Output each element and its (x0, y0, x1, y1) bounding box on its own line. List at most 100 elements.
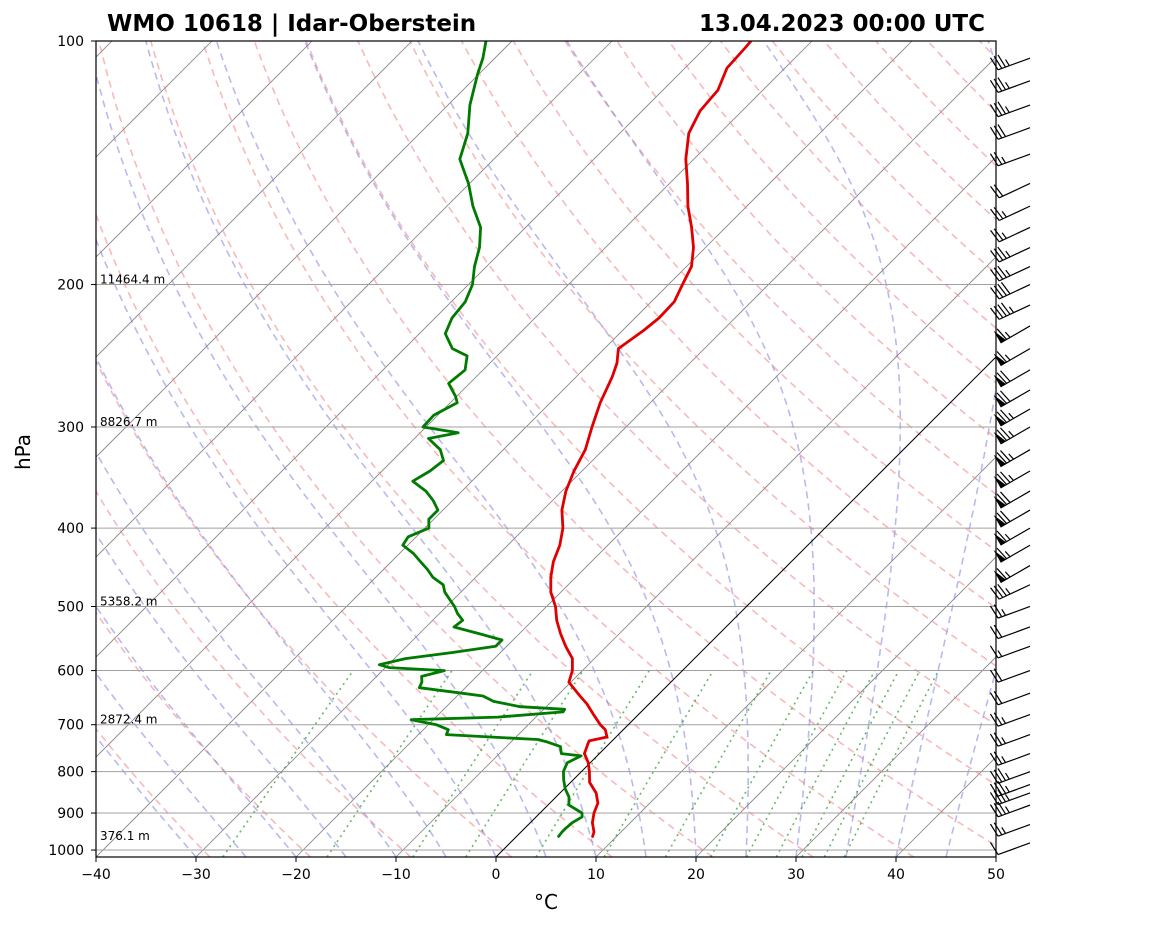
wind-barb-feather (997, 304, 1007, 317)
wind-barb-flag (993, 330, 1006, 343)
mixing-ratio-line (326, 670, 453, 857)
chart-title-left: WMO 10618 | Idar-Oberstein (107, 11, 476, 37)
wind-barb (993, 490, 1031, 509)
wind-barb-staff (1000, 449, 1031, 468)
wind-barb-staff (1000, 389, 1031, 408)
wind-barb-staff (1000, 509, 1031, 528)
height-label: 376.1 m (100, 829, 150, 843)
moist-adiabat-line (96, 450, 397, 857)
wind-barb-feather (993, 102, 1003, 116)
dry-adiabat-line (96, 611, 311, 857)
wind-barb-feather (997, 77, 1007, 91)
wind-barb-feather (1000, 409, 1011, 421)
isobar-gridlines (96, 41, 996, 851)
wind-barb-feather (989, 104, 999, 118)
x-tick-label: 30 (787, 867, 805, 883)
x-tick-label: 40 (887, 867, 905, 883)
height-label: 11464.4 m (100, 273, 165, 287)
wind-barb-feather (989, 783, 999, 797)
wind-barb-feather (990, 307, 1000, 320)
mixing-ratio-line (843, 670, 940, 857)
isotherm-line (96, 41, 913, 857)
plot-frame (95, 40, 997, 858)
wind-barb-staff (997, 104, 1031, 118)
wind-barb-feather (989, 645, 999, 659)
wind-barb-feather (993, 604, 1003, 618)
wind-barb-feather (1000, 510, 1011, 522)
wind-barb-staff (997, 692, 1031, 706)
wind-barb (989, 751, 1031, 766)
wind-barb-feather (990, 587, 1000, 600)
wind-barb (990, 246, 1031, 263)
wind-barb-flag (993, 431, 1006, 445)
wind-barb (993, 565, 1031, 584)
wind-barb-staff (998, 246, 1031, 263)
wind-barb-half-feather (1005, 785, 1010, 793)
isotherm-line (96, 41, 613, 558)
dry-adiabat-line (408, 41, 996, 667)
wind-barb-feather (993, 55, 1003, 69)
moist-adiabat-line (96, 672, 247, 857)
x-tick-label: 20 (687, 867, 705, 883)
isotherm-line (995, 856, 996, 857)
dry-adiabat-line (253, 41, 996, 847)
x-tick-label: −10 (381, 867, 411, 883)
wind-barb-feather (989, 153, 999, 167)
wind-barb-staff (1000, 565, 1031, 584)
temperature-profile-line (549, 41, 753, 838)
wind-barb-half-feather (1005, 772, 1010, 780)
wind-barb-feather (989, 792, 999, 805)
wind-barb (993, 527, 1031, 546)
wind-barb-feather (990, 230, 1000, 243)
wind-barb (993, 449, 1031, 468)
wind-barb (990, 205, 1031, 222)
wind-barb-flag (993, 495, 1006, 509)
wind-barb-staff (1000, 408, 1031, 427)
dry-adiabat-line (719, 41, 996, 330)
isotherm-line (96, 41, 313, 258)
wind-barb (990, 302, 1031, 320)
wind-barb-feather (989, 752, 999, 766)
moist-adiabat-line (945, 667, 996, 857)
wind-barb-feather (996, 372, 1008, 384)
y-tick-label: 400 (57, 521, 84, 537)
wind-barb-feather (993, 285, 1004, 298)
wind-barb (989, 801, 1031, 818)
wind-barb-feather (996, 493, 1008, 505)
wind-barb-feather (990, 250, 1000, 263)
wind-barb-feather (993, 751, 1003, 765)
wind-barb-feather (997, 124, 1007, 137)
wind-barb-staff (1000, 527, 1031, 546)
wind-barb-feather (993, 782, 1003, 796)
wind-barb-feather (997, 283, 1007, 296)
moist-adiabat-line (96, 355, 447, 857)
wind-barb-feather (989, 126, 999, 140)
wind-barb-flag (993, 374, 1006, 387)
wind-barb-feather (997, 54, 1007, 68)
wind-barb-feather (996, 547, 1008, 560)
wind-barb-feather (990, 208, 1000, 221)
wind-barb (989, 604, 1031, 619)
moist-adiabat-line (566, 41, 815, 857)
wind-barb-feather (1000, 370, 1011, 382)
wind-barb-feather (989, 804, 999, 818)
wind-barb-feather (1000, 471, 1011, 483)
wind-barb-half-feather (1004, 571, 1011, 578)
wind-barb-feather (989, 770, 999, 784)
wind-barb-feather (996, 530, 1008, 542)
y-tick-label: 300 (57, 420, 84, 436)
moist-adiabat-line (96, 237, 497, 857)
isotherm-line (96, 41, 713, 658)
wind-barb (993, 325, 1031, 344)
wind-barb-staff (997, 823, 1031, 837)
wind-barb-staff (997, 80, 1031, 94)
wind-barb-feather (989, 605, 999, 619)
isotherm-line (395, 256, 996, 857)
mixing-ratio-line (709, 670, 814, 857)
dry-adiabat-line (512, 41, 996, 552)
wind-barb-feather (990, 269, 1000, 282)
y-tick-label: 100 (57, 34, 84, 50)
wind-barb (989, 842, 1031, 856)
dry-adiabat-line (96, 489, 412, 857)
